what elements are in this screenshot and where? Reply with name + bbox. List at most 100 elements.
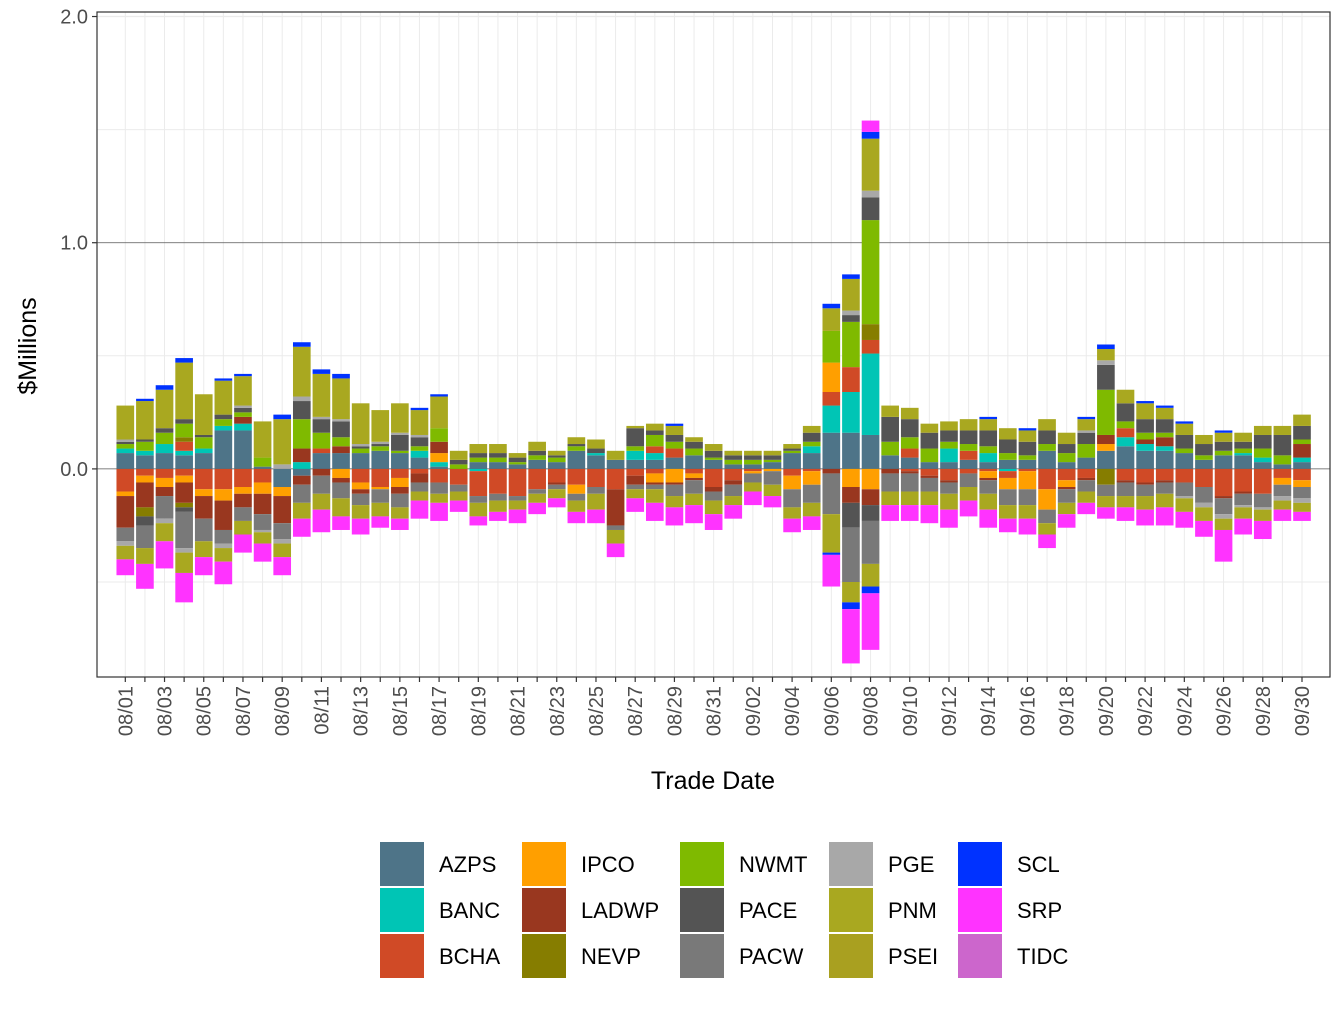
bar-segment-pnm-09-05-neg — [802, 502, 821, 517]
bar-segment-bcha-08-02-neg — [136, 468, 154, 476]
bar-segment-ipco-09-06 — [822, 362, 841, 392]
bar-segment-nwmt-09-01 — [724, 459, 743, 465]
bar-segment-pacw-08-26-neg — [606, 525, 625, 530]
bar-segment-ipco-08-24-neg — [567, 484, 586, 494]
bar-segment-pacw-08-29-neg — [665, 484, 684, 497]
bar-segment-pge-08-07 — [234, 405, 252, 408]
bar-segment-bcha-08-15-neg — [391, 468, 409, 478]
bar-segment-srp-09-17-neg — [1038, 534, 1056, 549]
bar-segment-pnm-09-09-neg — [881, 491, 899, 506]
legend-label-srp: SRP — [1017, 898, 1062, 923]
bar-segment-pace-08-06 — [214, 414, 233, 420]
x-tick-label: 08/19 — [468, 686, 490, 736]
bar-segment-pnm-09-17-neg — [1038, 523, 1056, 535]
bar-segment-azps-09-17 — [1038, 450, 1056, 469]
bar-segment-pacw-08-11-neg — [312, 475, 331, 494]
x-tick-label: 09/04 — [782, 686, 804, 736]
bar-segment-scl-09-26 — [1214, 430, 1233, 433]
bar-segment-pacw-09-26-neg — [1214, 498, 1233, 515]
bar-segment-pace-09-07 — [842, 315, 860, 322]
bar-segment-pnm-08-21 — [508, 453, 527, 458]
bar-segment-pacw-09-23-neg — [1155, 482, 1174, 494]
bar-segment-nwmt-09-23 — [1155, 432, 1174, 438]
x-tick-label: 09/10 — [900, 686, 922, 736]
bar-segment-banc-09-27 — [1234, 453, 1252, 456]
bar-segment-nwmt-09-13 — [959, 444, 978, 451]
bar-segment-ladwp-08-04-neg — [175, 482, 193, 503]
bar-segment-scl-08-02 — [136, 398, 154, 402]
bar-segment-azps-09-21 — [1116, 446, 1135, 469]
bar-segment-bcha-09-02-neg — [744, 468, 762, 472]
bar-segment-pacw-09-03-neg — [763, 471, 782, 485]
bar-segment-azps-09-14 — [979, 462, 998, 469]
bar-segment-pnm-09-03-neg — [763, 484, 782, 497]
bar-segment-bcha-08-29 — [665, 448, 684, 458]
bar-segment-pace-08-18 — [449, 459, 468, 465]
bar-segment-pace-08-15 — [391, 434, 409, 451]
bar-segment-nwmt-09-24 — [1175, 448, 1194, 454]
bar-segment-pnm-09-23-neg — [1155, 493, 1174, 508]
bar-segment-bcha-09-01-neg — [724, 468, 743, 481]
legend-key-pacw — [680, 934, 724, 978]
x-tick-label: 09/28 — [1253, 686, 1275, 736]
bar-segment-pnm-09-18-neg — [1057, 502, 1076, 515]
bar-segment-pace-09-19 — [1077, 432, 1096, 445]
bar-segment-pnm-08-31-neg — [704, 500, 723, 515]
bar-segment-bcha-09-27-neg — [1234, 468, 1252, 492]
bar-segment-pnm-08-06-neg — [214, 548, 233, 562]
bar-segment-azps-09-05 — [802, 453, 821, 469]
bar-segment-pnm-08-03 — [155, 389, 174, 429]
bar-segment-ladwp-08-06-neg — [214, 500, 233, 530]
bar-segment-scl-09-06 — [822, 303, 841, 309]
bar-segment-pacw-09-22-neg — [1136, 484, 1154, 497]
bar-segment-pnm-08-12-neg — [332, 498, 350, 517]
bar-segment-pacw-08-13-neg — [351, 493, 370, 506]
bar-segment-bcha-09-08 — [861, 339, 880, 354]
bar-segment-pnm-09-16 — [1018, 430, 1037, 442]
bar-segment-srp-08-08-neg — [253, 543, 272, 562]
bar-segment-srp-08-24-neg — [567, 511, 586, 524]
bar-segment-pacw-09-14-neg — [979, 480, 998, 494]
bar-segment-azps-09-25 — [1195, 459, 1213, 469]
bar-segment-nwmt-08-19 — [469, 457, 488, 463]
bar-segment-pnm-08-17 — [430, 396, 448, 429]
bar-segment-scl-09-20 — [1097, 344, 1115, 350]
bar-segment-pace-09-13 — [959, 430, 978, 445]
bar-segment-azps-09-23 — [1155, 450, 1174, 469]
bar-segment-srp-08-13-neg — [351, 518, 370, 535]
bar-segment-pnm-09-14 — [979, 419, 998, 431]
bar-segment-pacw-08-31-neg — [704, 491, 723, 501]
bars — [116, 120, 1311, 664]
bar-segment-nwmt-08-23 — [547, 457, 566, 463]
bar-segment-pacw-08-28-neg — [645, 484, 664, 490]
bar-segment-pge-09-24-neg — [1175, 496, 1194, 499]
bar-segment-pnm-08-12 — [332, 378, 350, 420]
bar-segment-pnm-08-29-neg — [665, 496, 684, 508]
bar-segment-ladwp-08-15-neg — [391, 487, 409, 494]
bar-segment-banc-08-19-neg — [469, 468, 488, 472]
bar-segment-azps-08-03 — [155, 453, 174, 469]
x-tick-label: 08/11 — [311, 686, 333, 735]
bar-segment-pnm-09-25-neg — [1195, 507, 1213, 521]
bar-segment-scl-08-17 — [430, 394, 448, 397]
bar-segment-ladwp-08-07 — [234, 416, 252, 424]
bar-segment-pacw-09-01-neg — [724, 484, 743, 497]
bar-segment-nwmt-08-24 — [567, 446, 586, 451]
bar-segment-azps-08-23 — [547, 462, 566, 469]
bar-segment-srp-08-05-neg — [194, 557, 213, 576]
bar-segment-pge-09-20 — [1097, 360, 1115, 365]
bar-segment-banc-08-03 — [155, 444, 174, 454]
bar-segment-pnm-08-04 — [175, 362, 193, 420]
bar-segment-banc-08-01 — [116, 448, 135, 454]
legend-label-nevp: NEVP — [581, 944, 641, 969]
bar-segment-azps-09-02 — [744, 464, 762, 469]
bar-segment-nwmt-09-20 — [1097, 389, 1115, 435]
bar-segment-nwmt-08-05 — [194, 437, 213, 449]
bar-segment-srp-09-06-neg — [822, 554, 841, 587]
bar-segment-nwmt-08-15 — [391, 450, 409, 454]
bar-segment-pge-09-25-neg — [1195, 502, 1213, 508]
bar-segment-srp-09-20-neg — [1097, 507, 1115, 519]
bar-segment-pnm-09-12 — [940, 421, 958, 431]
bar-segment-azps-08-07 — [234, 430, 252, 469]
bar-segment-ladwp-08-28-neg — [645, 482, 664, 485]
